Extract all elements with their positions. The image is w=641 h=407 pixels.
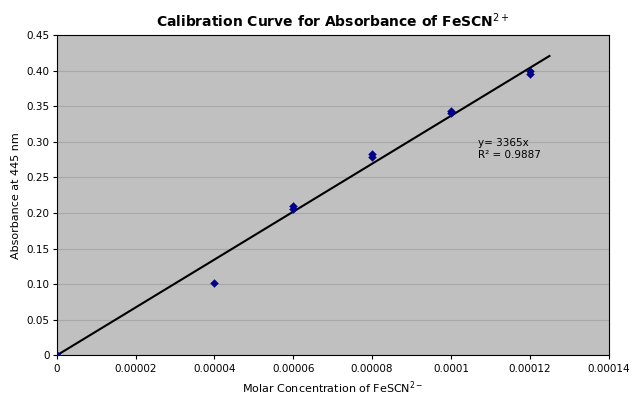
Point <box>367 151 377 157</box>
Point <box>524 68 535 74</box>
X-axis label: Molar Concentration of FeSCN$^{2-}$: Molar Concentration of FeSCN$^{2-}$ <box>242 379 424 396</box>
Text: y= 3365x
R² = 0.9887: y= 3365x R² = 0.9887 <box>478 138 542 160</box>
Point <box>367 153 377 160</box>
Point <box>52 352 62 359</box>
Point <box>445 110 456 117</box>
Y-axis label: Absorbance at 445 nm: Absorbance at 445 nm <box>11 132 21 258</box>
Point <box>288 203 298 209</box>
Point <box>445 107 456 114</box>
Point <box>524 71 535 77</box>
Point <box>209 280 219 286</box>
Title: Calibration Curve for Absorbance of FeSCN$^{2+}$: Calibration Curve for Absorbance of FeSC… <box>156 11 510 30</box>
Point <box>288 206 298 212</box>
